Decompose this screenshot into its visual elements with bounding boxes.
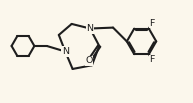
Text: O: O [85, 56, 93, 65]
Text: N: N [87, 24, 94, 33]
Text: F: F [149, 19, 155, 28]
Text: F: F [149, 55, 155, 64]
Text: N: N [62, 47, 69, 56]
